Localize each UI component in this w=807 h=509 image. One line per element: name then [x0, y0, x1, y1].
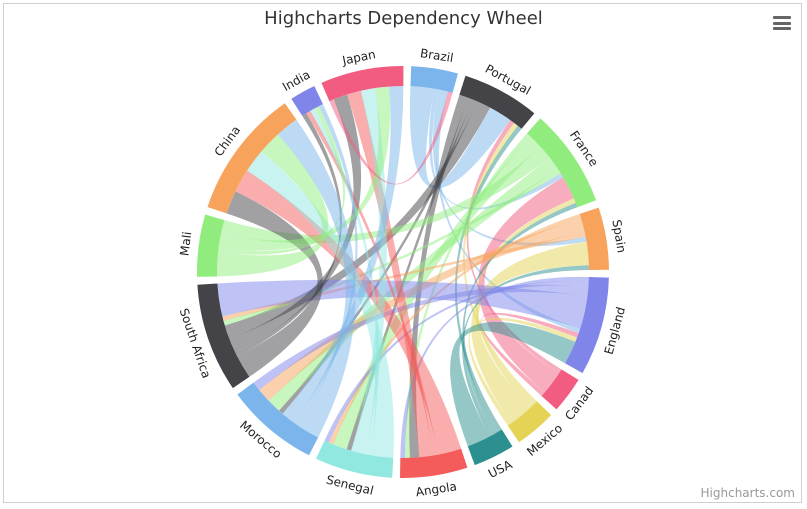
node-south-africa[interactable] — [197, 283, 250, 389]
link-france-to-senegal[interactable] — [333, 136, 541, 450]
link-usa-to-france[interactable] — [462, 202, 578, 435]
link-france-to-morocco[interactable] — [268, 157, 559, 411]
node-angola[interactable] — [400, 448, 468, 479]
node-china[interactable] — [207, 103, 297, 214]
label-brazil: Brazil — [419, 46, 454, 65]
node-mexico[interactable] — [507, 401, 552, 443]
link-mali-to-china[interactable] — [216, 134, 329, 277]
node-japan[interactable] — [321, 65, 404, 102]
link-canada-to-england[interactable] — [480, 312, 579, 397]
label-japan: Japan — [340, 47, 377, 68]
link-senegal-to-china[interactable] — [247, 151, 394, 458]
link-morocco-to-china[interactable] — [277, 119, 356, 438]
node-india[interactable] — [291, 86, 323, 116]
label-mali: Mali — [177, 231, 194, 257]
link-spain-to-south-africa[interactable] — [222, 232, 586, 321]
link-portugal-to-senegal[interactable] — [346, 97, 473, 451]
node-morocco[interactable] — [237, 382, 319, 456]
label-spain: Spain — [609, 219, 628, 254]
node-senegal[interactable] — [316, 440, 394, 478]
label-angola: Angola — [415, 479, 458, 499]
link-angola-to-japan[interactable] — [347, 90, 434, 458]
link-brazil-to-portugal[interactable] — [409, 86, 511, 189]
nodes-layer — [197, 65, 609, 479]
node-england[interactable] — [565, 277, 609, 374]
link-angola-to-china[interactable] — [235, 170, 462, 455]
link-england-to-angola[interactable] — [400, 276, 589, 459]
links-layer — [216, 85, 589, 459]
node-portugal[interactable] — [459, 75, 535, 129]
link-south-africa-to-japan[interactable] — [229, 94, 362, 353]
link-spain-to-morocco[interactable] — [259, 218, 585, 401]
node-usa[interactable] — [467, 429, 513, 466]
node-mali[interactable] — [197, 214, 225, 277]
label-senegal: Senegal — [325, 473, 375, 498]
label-usa: USA — [486, 457, 515, 481]
link-france-to-mali[interactable] — [220, 146, 550, 244]
chart-title: Highcharts Dependency Wheel — [264, 8, 543, 29]
link-south-africa-to-china[interactable] — [226, 191, 323, 377]
node-spain[interactable] — [579, 207, 609, 270]
link-senegal-to-india[interactable] — [310, 108, 379, 455]
link-usa-to-england[interactable] — [450, 321, 576, 447]
label-england: England — [602, 305, 628, 356]
hamburger-menu-icon[interactable] — [773, 16, 791, 30]
node-brazil[interactable] — [410, 66, 458, 93]
link-canada-to-france[interactable] — [478, 177, 574, 393]
node-canada[interactable] — [541, 369, 579, 410]
link-morocco-to-japan[interactable] — [282, 85, 404, 423]
credits-link[interactable]: Highcharts.com — [700, 486, 795, 500]
link-mexico-to-spain[interactable] — [471, 241, 589, 423]
node-france[interactable] — [526, 118, 597, 208]
